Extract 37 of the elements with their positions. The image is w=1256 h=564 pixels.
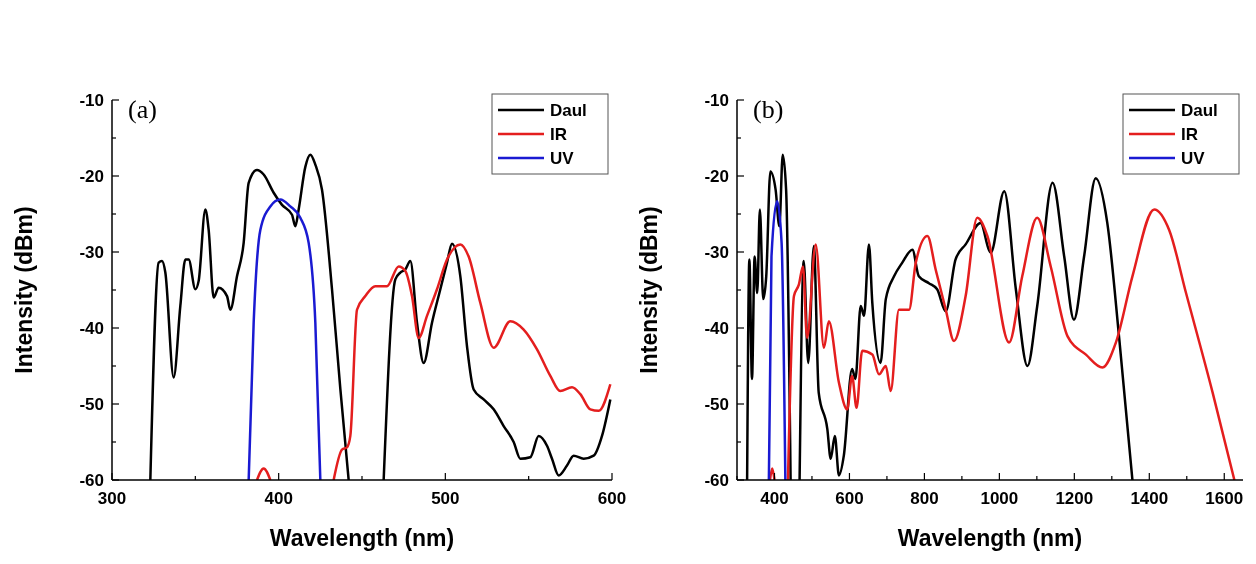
legend-label: UV [550, 149, 575, 168]
y-axis-title: Intensity (dBm) [11, 206, 37, 374]
legend-label: UV [1181, 149, 1206, 168]
x-tick-label: 600 [597, 489, 627, 508]
legend-label: IR [1181, 125, 1198, 144]
line-series [767, 199, 787, 480]
x-tick-label: 400 [760, 489, 789, 508]
x-tick-label: 1400 [1130, 489, 1169, 508]
line-series [247, 198, 322, 480]
x-axis-title: Wavelength (nm) [269, 525, 455, 551]
x-tick-label: 600 [835, 489, 864, 508]
x-tick-label: 300 [97, 489, 127, 508]
y-tick-label: -50 [79, 395, 104, 414]
y-tick-label: -30 [79, 243, 104, 262]
y-tick-label: -40 [704, 319, 729, 338]
x-tick-label: 400 [264, 489, 293, 508]
x-tick-label: 1000 [980, 489, 1019, 508]
legend-label: Daul [1181, 101, 1218, 120]
y-tick-label: -60 [79, 471, 104, 490]
y-tick-label: -40 [79, 319, 104, 338]
chart-title: (b) [753, 95, 784, 124]
x-tick-label: 1600 [1205, 489, 1244, 508]
chart-title: (a) [128, 95, 157, 124]
y-tick-label: -20 [704, 167, 729, 186]
legend-label: IR [550, 125, 567, 144]
y-axis-title: Intensity (dBm) [636, 206, 662, 374]
y-tick-label: -20 [79, 167, 104, 186]
x-tick-label: 800 [910, 489, 939, 508]
y-tick-label: -50 [704, 395, 729, 414]
legend-label: Daul [550, 101, 587, 120]
x-tick-label: 500 [431, 489, 460, 508]
y-tick-label: -60 [704, 471, 729, 490]
y-tick-label: -10 [79, 91, 104, 110]
y-tick-label: -10 [704, 91, 729, 110]
y-tick-label: -30 [704, 243, 729, 262]
x-tick-label: 1200 [1055, 489, 1094, 508]
x-axis-title: Wavelength (nm) [897, 525, 1083, 551]
